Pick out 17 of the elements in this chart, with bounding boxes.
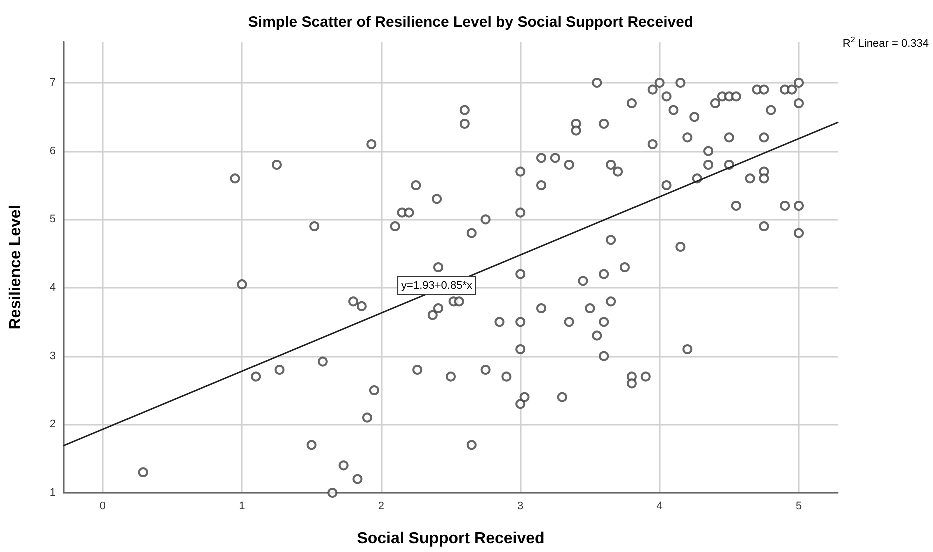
y-tick-label: 3 (50, 350, 56, 362)
y-tick-label: 2 (50, 418, 56, 431)
x-tick-label: 5 (796, 500, 802, 512)
y-tick-label: 7 (50, 77, 56, 89)
y-tick-label: 4 (50, 282, 56, 294)
y-axis-title: Resilience Level (8, 205, 24, 330)
x-axis-title: Social Support Received (357, 530, 545, 548)
x-tick-label: 2 (378, 500, 384, 512)
annotation: y=1.93+0.85*x (402, 280, 473, 292)
chart-title: Simple Scatter of Resilience Level by Social Support Received (248, 14, 694, 31)
x-tick-label: 1 (239, 500, 246, 512)
y-tick-label: 6 (50, 145, 56, 158)
x-tick-label: 0 (100, 500, 106, 512)
y-tick-label: 5 (50, 214, 56, 226)
y-tick-label: 1 (50, 487, 56, 499)
x-tick-label: 4 (656, 500, 663, 512)
x-tick-label: 3 (518, 500, 524, 512)
